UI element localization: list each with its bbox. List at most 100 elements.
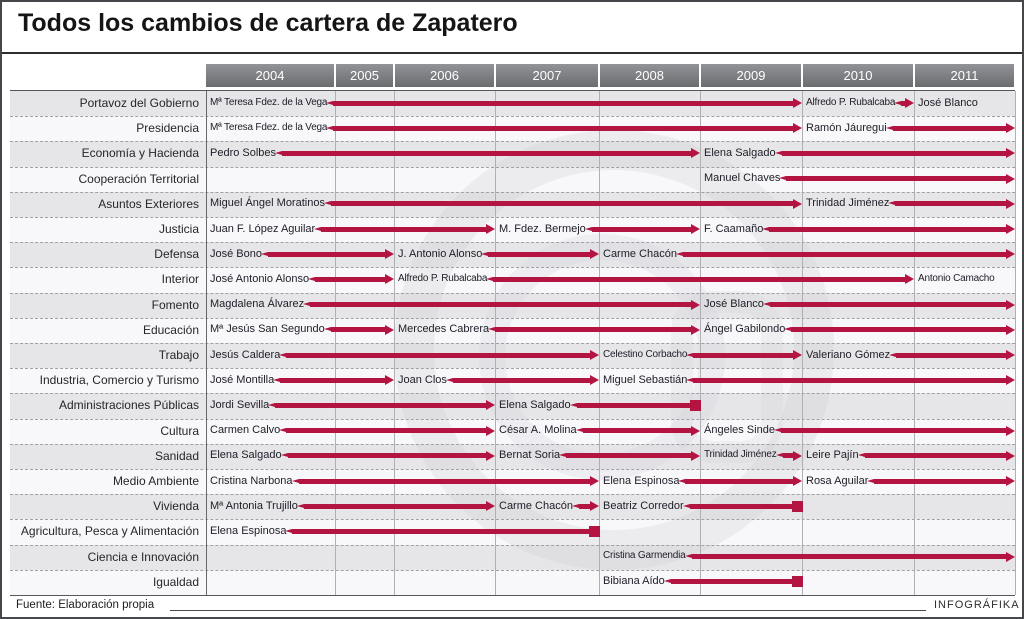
minister-name: J. Antonio Alonso bbox=[398, 247, 483, 260]
tenure-arrow bbox=[559, 450, 700, 461]
tenure-arrow bbox=[776, 450, 802, 461]
tenure-arrow bbox=[867, 476, 1015, 486]
minister-name: Celestino Corbacho bbox=[603, 348, 688, 360]
title-divider bbox=[2, 52, 1022, 54]
minister-name: Elena Salgado bbox=[210, 449, 282, 462]
minister-name: Pedro Solbes bbox=[210, 146, 277, 159]
row-separator bbox=[10, 242, 1015, 244]
minister-name: José Bono bbox=[210, 247, 262, 260]
ministry-label: Presidencia bbox=[136, 121, 199, 136]
year-header-cell: 2008 bbox=[600, 64, 699, 87]
tenure-arrow bbox=[326, 98, 802, 108]
minister-name: César A. Molina bbox=[499, 424, 577, 437]
row-stripe bbox=[10, 569, 1015, 595]
row-separator bbox=[10, 368, 1015, 370]
tenure-arrow bbox=[685, 551, 1015, 562]
ministry-label: Justicia bbox=[158, 222, 199, 236]
minister-name: Carme Chacón bbox=[603, 247, 677, 260]
row-stripe bbox=[10, 393, 1015, 419]
tenure-arrow bbox=[488, 324, 700, 335]
grid-bottom-border bbox=[10, 595, 1015, 596]
ministry-label: Educación bbox=[142, 322, 199, 337]
tenure-arrow bbox=[324, 324, 394, 335]
year-gridline bbox=[599, 91, 600, 595]
minister-name: José Montilla bbox=[210, 373, 275, 386]
minister-name: Ramón Jáuregui bbox=[806, 121, 887, 134]
ministry-label: Administraciones Públicas bbox=[58, 398, 199, 413]
minister-name: Carme Chacón bbox=[499, 499, 573, 512]
row-separator bbox=[10, 141, 1015, 143]
minister-name: M. Fdez. Bermejo bbox=[499, 222, 586, 235]
tenure-arrow bbox=[572, 501, 599, 512]
ministry-label: Ciencia e Innovación bbox=[87, 549, 199, 564]
tenure-arrow bbox=[686, 350, 802, 360]
year-header-cell: 2004 bbox=[206, 64, 334, 87]
source-note: Fuente: Elaboración propia bbox=[16, 599, 155, 611]
row-separator bbox=[10, 166, 1015, 168]
tenure-bar-terminated bbox=[683, 500, 803, 512]
tenure-arrow bbox=[292, 476, 599, 486]
tenure-arrow bbox=[268, 400, 495, 411]
minister-name: Rosa Aguilar bbox=[806, 474, 869, 487]
row-separator bbox=[10, 494, 1015, 496]
tenure-arrow bbox=[894, 98, 914, 108]
ministry-label: Fomento bbox=[151, 297, 199, 312]
grid-top-border bbox=[10, 90, 1015, 91]
minister-name: Miguel Sebastián bbox=[603, 373, 688, 386]
row-separator bbox=[10, 317, 1015, 319]
minister-name: Miguel Ángel Moratinos bbox=[210, 197, 325, 210]
minister-name: Mª Jesús San Segundo bbox=[210, 323, 325, 336]
year-header-cell: 2010 bbox=[803, 64, 913, 87]
tenure-arrow bbox=[858, 450, 1015, 461]
ministry-label: Agricultura, Pesca y Alimentación bbox=[20, 524, 199, 539]
row-separator bbox=[10, 343, 1015, 344]
minister-name: Beatriz Corredor bbox=[603, 499, 684, 512]
row-separator bbox=[10, 217, 1015, 218]
ministry-label: Cooperación Territorial bbox=[78, 171, 199, 186]
minister-name: Cristina Garmendia bbox=[603, 550, 686, 562]
minister-name: Manuel Chaves bbox=[704, 172, 781, 185]
tenure-arrow bbox=[585, 224, 700, 234]
year-gridline bbox=[394, 91, 395, 595]
minister-name: Mª Antonia Trujillo bbox=[210, 499, 298, 512]
year-header-cell: 2011 bbox=[915, 64, 1014, 87]
row-separator bbox=[10, 519, 1015, 521]
year-gridline bbox=[335, 91, 336, 595]
tenure-arrow bbox=[324, 198, 802, 209]
row-stripe bbox=[10, 494, 1015, 520]
minister-name: Mercedes Cabrera bbox=[398, 323, 490, 336]
minister-name: Elena Espinosa bbox=[603, 474, 680, 487]
tenure-arrow bbox=[275, 148, 700, 159]
tenure-bar-terminated bbox=[570, 399, 701, 411]
row-separator bbox=[10, 544, 1015, 546]
minister-name: Trinidad Jiménez bbox=[704, 449, 777, 461]
tenure-arrow bbox=[308, 274, 394, 285]
tenure-arrow bbox=[576, 425, 700, 436]
tenure-arrow bbox=[763, 299, 1015, 310]
minister-name: Jesús Caldera bbox=[210, 348, 281, 361]
minister-name: José Blanco bbox=[704, 298, 764, 311]
row-separator bbox=[10, 116, 1015, 118]
row-separator bbox=[10, 267, 1015, 269]
footer-divider bbox=[170, 610, 926, 611]
minister-name: Mª Teresa Fdez. de la Vega bbox=[210, 96, 328, 108]
tenure-bar-terminated bbox=[664, 576, 803, 588]
minister-name: Leire Pajín bbox=[806, 449, 859, 462]
minister-name: Elena Salgado bbox=[499, 398, 571, 411]
year-header-cell: 2005 bbox=[336, 64, 393, 87]
ministry-label: Vivienda bbox=[153, 499, 199, 514]
ministry-label: Medio Ambiente bbox=[112, 474, 199, 488]
tenure-bar-terminated bbox=[285, 525, 600, 537]
ministry-label: Cultura bbox=[160, 423, 199, 438]
ministry-label: Interior bbox=[161, 272, 199, 287]
year-gridline bbox=[495, 91, 496, 595]
row-separator bbox=[10, 469, 1015, 470]
tenure-arrow bbox=[784, 324, 1015, 335]
year-header-cell: 2009 bbox=[701, 64, 801, 87]
tenure-arrow bbox=[261, 249, 394, 260]
tenure-arrow bbox=[678, 476, 802, 486]
tenure-arrow bbox=[886, 123, 1015, 134]
minister-name: Juan F. López Aguilar bbox=[210, 222, 316, 235]
ministry-label: Asuntos Exteriores bbox=[98, 196, 199, 211]
